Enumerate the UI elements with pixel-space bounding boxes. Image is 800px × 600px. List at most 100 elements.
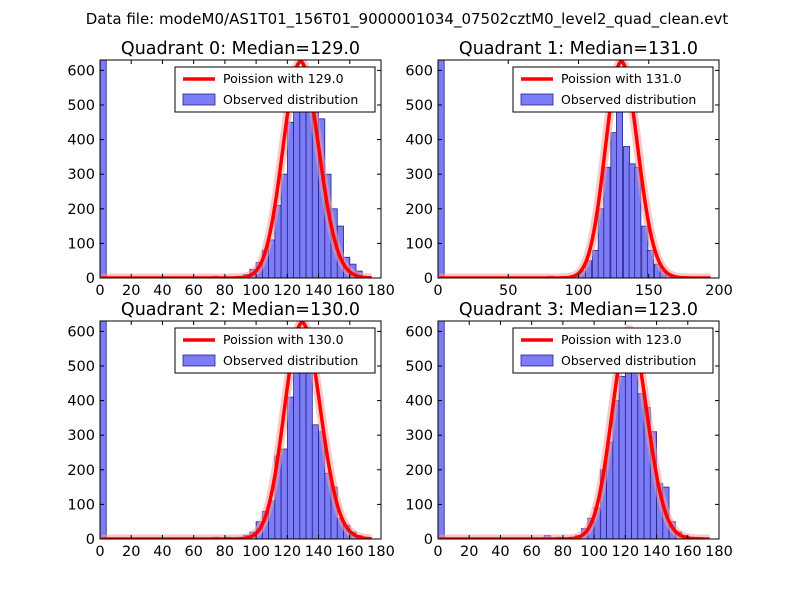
histogram-bar [618, 375, 626, 539]
y-tick-label: 300 [67, 167, 95, 183]
legend-bar-label: Observed distribution [223, 92, 358, 107]
x-tick-label: 80 [216, 283, 234, 299]
x-tick-label: 140 [305, 283, 333, 299]
y-tick-label: 0 [86, 532, 95, 548]
x-tick-label: 180 [367, 283, 395, 299]
axes-frame [437, 320, 720, 540]
histogram-bar [286, 121, 294, 278]
legend-curve-label: Poission with 123.0 [561, 332, 682, 347]
poisson-curve [439, 60, 711, 278]
poisson-curve-group [438, 325, 713, 539]
histogram-bar [100, 321, 107, 539]
y-tick-label: 100 [405, 236, 433, 252]
histogram-bar [280, 173, 288, 278]
x-tick-label: 180 [705, 544, 733, 560]
y-tick-label: 200 [67, 463, 95, 479]
y-tick-label: 0 [424, 271, 433, 287]
histogram-bar [438, 321, 445, 539]
x-tick-label: 120 [611, 544, 639, 560]
legend-bar-swatch [182, 354, 216, 367]
x-tick-label: 60 [184, 544, 202, 560]
legend: Poission with 129.0 Observed distribution [174, 66, 376, 113]
histogram-bar [280, 448, 288, 539]
histogram-bar [616, 104, 624, 278]
quadrant-panel-2: Quadrant 2: Median=130.00 20 40 60 80 100 120 1… [67, 300, 395, 560]
legend-bar-label: Observed distribution [561, 353, 696, 368]
y-tick-label: 200 [67, 202, 95, 218]
x-tick-label: 80 [216, 544, 234, 560]
x-tick-label: 0 [433, 544, 442, 560]
x-tick-label: 40 [153, 544, 171, 560]
y-tick-label: 600 [405, 63, 433, 79]
legend-curve-label: Poission with 131.0 [561, 71, 682, 86]
y-tick-label: 300 [405, 167, 433, 183]
x-tick-label: 20 [122, 544, 140, 560]
y-tick-label: 100 [405, 497, 433, 513]
y-tick-label: 600 [405, 324, 433, 340]
x-tick-label: 60 [184, 283, 202, 299]
y-tick-label: 0 [424, 532, 433, 548]
legend: Poission with 131.0 Observed distribution [512, 66, 714, 113]
y-tick-label: 500 [405, 98, 433, 114]
x-tick-label: 150 [635, 283, 663, 299]
y-tick-label: 100 [67, 497, 95, 513]
x-tick-label: 0 [433, 283, 442, 299]
figure-suptitle: Data file: modeM0/AS1T01_156T01_90000010… [86, 10, 729, 29]
y-tick-label: 400 [405, 133, 433, 149]
x-tick-label: 0 [95, 283, 104, 299]
y-tick-label: 600 [67, 63, 95, 79]
quadrant-panel-1: Quadrant 1: Median=131.0 0 50 100 150 200 0 100… [405, 39, 733, 299]
y-tick-label: 500 [405, 359, 433, 375]
y-tick-label: 200 [405, 202, 433, 218]
y-tick-label: 600 [67, 324, 95, 340]
y-tick-label: 200 [405, 463, 433, 479]
histogram-bar [311, 424, 319, 539]
y-tick-label: 500 [67, 359, 95, 375]
histogram-bar [305, 365, 313, 539]
poisson-curve [439, 327, 710, 539]
histogram-bar [293, 369, 301, 539]
axes-frame [99, 59, 382, 279]
poisson-curve-group [438, 60, 714, 278]
legend-bar-label: Observed distribution [561, 92, 696, 107]
histogram-bar [293, 90, 301, 278]
y-tick-label: 300 [67, 428, 95, 444]
x-tick-label: 180 [367, 544, 395, 560]
quadrant-panel-3: Quadrant 3: Median=123.00 20 40 60 80 100 120 1… [405, 300, 733, 560]
x-tick-label: 160 [336, 283, 364, 299]
x-tick-label: 100 [565, 283, 593, 299]
x-tick-label: 100 [580, 544, 608, 560]
legend-curve-label: Poission with 129.0 [223, 71, 344, 86]
axes-frame [99, 320, 382, 540]
x-tick-label: 120 [273, 544, 301, 560]
panel-title: Quadrant 1: Median=131.0 [459, 39, 698, 59]
histogram-bar [299, 83, 307, 278]
y-tick-label: 100 [67, 236, 95, 252]
legend-bar-swatch [520, 354, 554, 367]
x-tick-label: 40 [491, 544, 509, 560]
x-tick-label: 20 [122, 283, 140, 299]
histogram-bar [299, 351, 307, 539]
y-tick-label: 400 [67, 133, 95, 149]
y-tick-label: 400 [67, 394, 95, 410]
panel-title: Quadrant 3: Median=123.0 [459, 300, 698, 320]
x-tick-label: 40 [153, 283, 171, 299]
x-tick-label: 200 [705, 283, 733, 299]
y-tick-label: 0 [86, 271, 95, 287]
x-tick-label: 120 [273, 283, 301, 299]
x-tick-label: 20 [460, 544, 478, 560]
y-tick-label: 300 [405, 428, 433, 444]
x-tick-label: 140 [305, 544, 333, 560]
x-tick-label: 80 [554, 544, 572, 560]
histogram-bar [286, 396, 294, 539]
legend-curve-label: Poission with 130.0 [223, 332, 344, 347]
legend: Poission with 123.0 Observed distribution [512, 327, 714, 374]
histogram-bar [438, 60, 445, 278]
x-tick-label: 160 [674, 544, 702, 560]
histogram-bar [100, 60, 107, 278]
legend-bar-label: Observed distribution [223, 353, 358, 368]
legend-bar-swatch [520, 93, 554, 106]
histogram-bars [438, 60, 680, 278]
x-tick-label: 0 [95, 544, 104, 560]
